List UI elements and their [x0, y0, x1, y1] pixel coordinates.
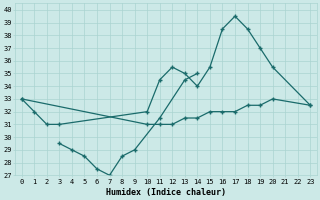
- X-axis label: Humidex (Indice chaleur): Humidex (Indice chaleur): [106, 188, 226, 197]
